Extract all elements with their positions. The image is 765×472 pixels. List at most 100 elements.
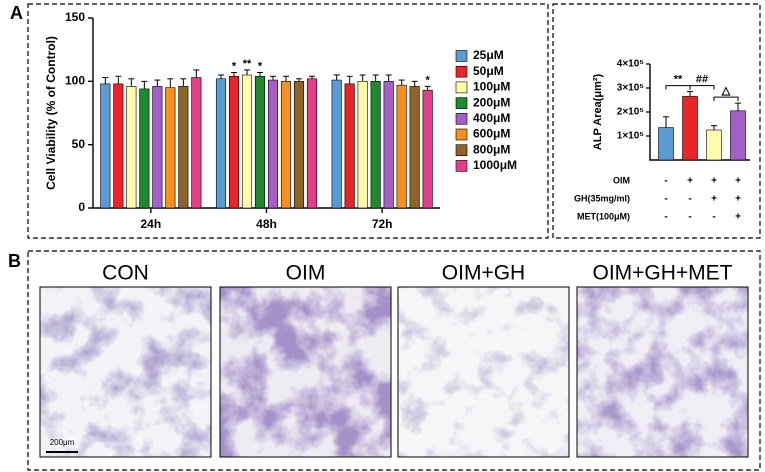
- y-tick-label: 100: [65, 74, 85, 88]
- significance: **: [243, 58, 252, 70]
- stain: [220, 287, 391, 457]
- significance: *: [426, 74, 431, 86]
- bar: [730, 110, 746, 161]
- y-tick-label: 2×10⁵: [617, 107, 645, 118]
- legend-swatch: [455, 65, 468, 78]
- significance: *: [232, 60, 237, 72]
- bar: [344, 83, 355, 209]
- condition-value: +: [735, 194, 741, 205]
- bar: [306, 78, 318, 209]
- condition-value: +: [711, 176, 717, 187]
- bar: [370, 81, 381, 209]
- legend-swatch: [455, 113, 468, 125]
- comparison-bracket: [665, 85, 691, 90]
- comparison-label: △: [721, 85, 731, 97]
- bar: [409, 86, 420, 209]
- panel-label: A: [10, 3, 23, 23]
- frame: [397, 286, 570, 458]
- condition-value: +: [687, 176, 693, 187]
- legend-label: 50μM: [473, 64, 504, 78]
- image-title: OIM: [286, 262, 326, 285]
- legend-label: 800μM: [473, 142, 510, 156]
- panel-b-box: [27, 250, 761, 471]
- micrographs: 200μm: [39, 286, 749, 458]
- condition-value: -: [664, 194, 667, 205]
- condition-value: +: [711, 194, 717, 205]
- x-tick-label: 24h: [140, 217, 161, 231]
- panel-a2-box: [552, 3, 761, 239]
- bar: [706, 129, 722, 161]
- bar: [267, 79, 279, 209]
- image-title: OIM+GH: [442, 262, 525, 285]
- legend-swatch: [455, 97, 468, 109]
- bar: [215, 78, 227, 209]
- legend-label: 400μM: [473, 111, 510, 125]
- y-tick-label: 4×10⁵: [617, 59, 645, 70]
- legend-label: 600μM: [473, 127, 510, 141]
- bar: [357, 81, 368, 209]
- bar: [228, 75, 240, 209]
- legend-label: 100μM: [473, 80, 510, 94]
- bar: [139, 88, 150, 209]
- panel-a-box: [27, 3, 549, 239]
- comparison-label: **: [674, 74, 683, 86]
- condition-label: MET(100μM): [577, 211, 630, 221]
- legend-swatch: [455, 160, 468, 172]
- condition-label: GH(35mg/ml): [574, 193, 630, 203]
- condition-label: OIM: [613, 175, 630, 185]
- condition-value: -: [664, 212, 667, 223]
- y-axis-label: Cell Viability (% of Control): [44, 36, 58, 190]
- y-tick-label: 3×10⁵: [617, 83, 645, 94]
- x-tick-label: 72h: [372, 217, 393, 231]
- bar: [113, 83, 124, 209]
- legend-label: 1000μM: [473, 158, 517, 172]
- bar: [331, 79, 342, 209]
- bar: [241, 74, 253, 209]
- bar: [126, 86, 137, 209]
- stain: [577, 287, 748, 457]
- frame: [39, 286, 212, 458]
- bar: [383, 81, 394, 209]
- y-tick-label: 150: [65, 10, 85, 24]
- legend-swatch: [455, 128, 468, 141]
- frame: [219, 286, 392, 458]
- panel-label: B: [8, 251, 21, 271]
- stain: [398, 287, 569, 457]
- stain: [40, 287, 211, 457]
- bar: [165, 87, 176, 209]
- y-tick-label: 1×10⁵: [617, 131, 645, 142]
- bar: [422, 89, 433, 209]
- bar: [100, 83, 111, 209]
- bar: [658, 127, 674, 161]
- condition-value: -: [664, 176, 667, 187]
- bar: [293, 81, 305, 209]
- legend-label: 200μM: [473, 95, 510, 109]
- scale-bar-label: 200μm: [50, 438, 75, 447]
- condition-value: -: [712, 212, 715, 223]
- y-tick-label: 0: [78, 200, 85, 214]
- x-tick-label: 48h: [256, 217, 277, 231]
- comparison-label: ##: [696, 74, 708, 86]
- legend-label: 25μM: [473, 48, 504, 62]
- legend-swatch: [455, 50, 468, 62]
- bar: [178, 86, 189, 209]
- condition-value: +: [735, 212, 741, 223]
- bar: [280, 81, 292, 209]
- bar: [152, 86, 163, 209]
- comparison-bracket: [689, 85, 715, 90]
- legend-swatch: [455, 144, 468, 156]
- bar: [191, 77, 202, 209]
- legend-swatch: [455, 81, 468, 94]
- comparison-bracket: [713, 96, 739, 102]
- y-tick-label: 50: [72, 137, 86, 151]
- y-axis-label: ALP Area(μm²): [592, 73, 604, 150]
- condition-value: -: [688, 194, 691, 205]
- significance: *: [258, 60, 263, 72]
- image-title: OIM+GH+MET: [592, 262, 732, 285]
- frame: [576, 286, 749, 458]
- bar: [396, 84, 407, 209]
- condition-value: +: [735, 176, 741, 187]
- bar: [682, 96, 698, 161]
- image-title: CON: [102, 262, 149, 285]
